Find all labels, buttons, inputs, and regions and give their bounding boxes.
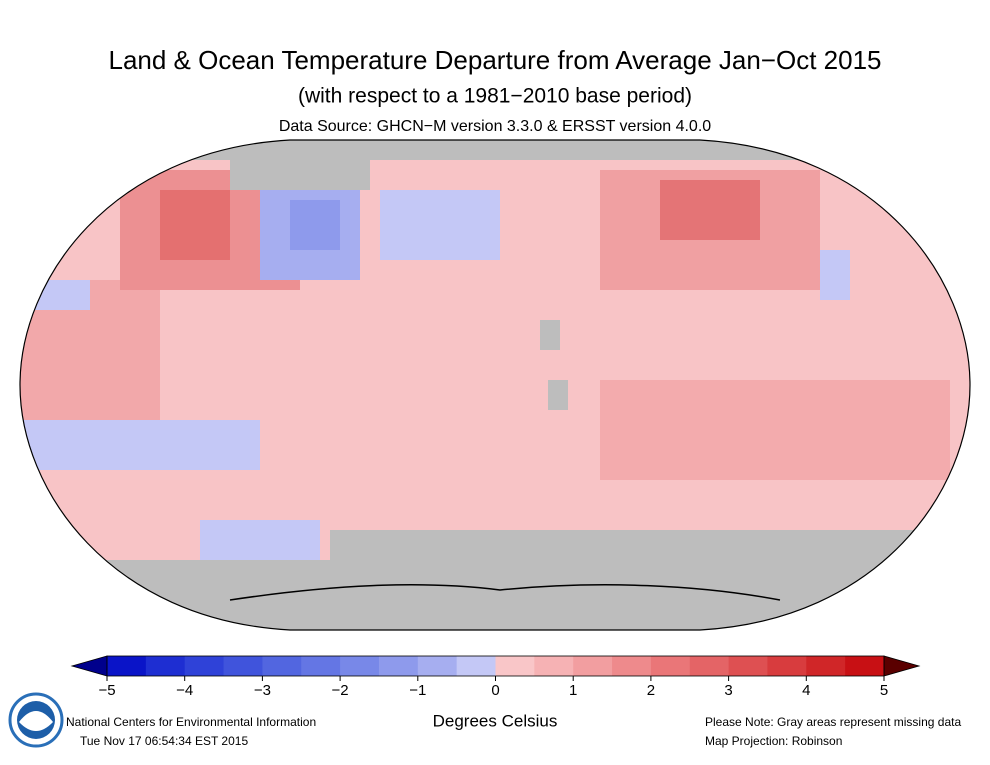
map-outline [19,139,971,631]
org: National Centers for Environmental Infor… [66,715,316,729]
colorbar-under [70,655,108,677]
projection: Map Projection: Robinson [705,734,842,748]
map [20,140,970,630]
colorbar-bin [223,656,263,676]
colorbar-bin [689,656,730,676]
colorbar-tick-label: 4 [802,682,810,699]
source: Data Source: GHCN−M version 3.3.0 & ERSS… [279,118,711,135]
colorbar-bin [184,656,225,676]
colorbar-bin [378,656,419,676]
colorbar-tick-label: −3 [254,682,271,699]
colorbar-bin [301,656,341,676]
colorbar-bin [145,656,186,676]
colorbar-bin [728,656,768,676]
colorbar-bin [107,656,147,676]
colorbar-bin [417,656,458,676]
colorbar-tick-label: 3 [724,682,732,699]
colorbar-bin [845,656,885,676]
colorbar-tick-label: −2 [332,682,349,699]
colorbar-label: Degrees Celsius [433,711,558,730]
colorbar-tick-label: 1 [569,682,577,699]
note: Please Note: Gray areas represent missin… [705,715,961,729]
colorbar-bin [495,656,535,676]
noaa-logo [8,692,64,748]
title: Land & Ocean Temperature Departure from … [108,45,881,75]
colorbar-tick-label: −1 [409,682,426,699]
colorbar-bin [650,656,691,676]
colorbar-tick-label: 5 [880,682,888,699]
colorbar-bin [534,656,574,676]
colorbar-tick-label: 2 [647,682,655,699]
colorbar-bin [573,656,613,676]
colorbar-bin [456,656,496,676]
colorbar-over [883,655,921,677]
colorbar-bin [262,656,302,676]
timestamp: Tue Nov 17 06:54:34 EST 2015 [80,734,248,748]
colorbar-tick-label: −5 [98,682,115,699]
colorbar-bin [806,656,846,676]
colorbar-tick-label: −4 [176,682,193,699]
colorbar-tick-label: 0 [491,682,499,699]
subtitle: (with respect to a 1981−2010 base period… [298,85,692,108]
colorbar-bin [767,656,807,676]
colorbar-bin [340,656,380,676]
colorbar-bin [612,656,652,676]
